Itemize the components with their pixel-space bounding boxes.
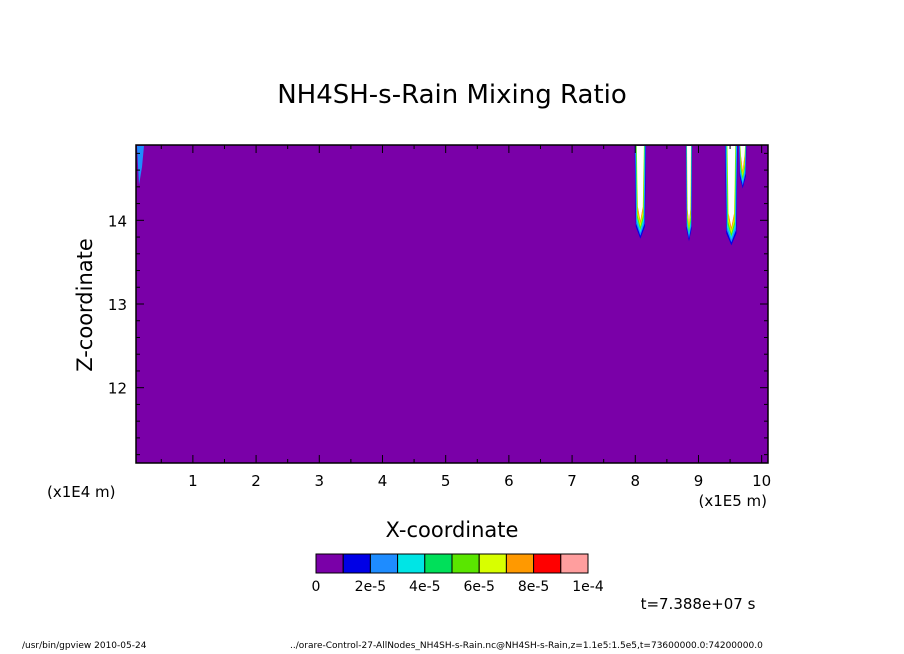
time-label: t=7.388e+07 s <box>641 595 756 613</box>
plume-core <box>636 146 644 221</box>
colorbar-tick-label: 1e-4 <box>572 579 604 595</box>
plume-group <box>137 146 747 246</box>
colorbar <box>315 553 589 574</box>
colorbar-swatch <box>451 553 480 574</box>
x-tick-label: 1 <box>188 472 198 490</box>
y-tick-label: 14 <box>108 212 127 230</box>
y-tick-label: 12 <box>108 380 127 398</box>
colorbar-swatch <box>397 553 426 574</box>
plume-0 <box>634 146 647 239</box>
colorbar-tick-label: 6e-5 <box>463 579 494 595</box>
colorbar-swatch <box>560 553 589 574</box>
colorbar-swatch <box>533 553 562 574</box>
colorbar-swatch <box>505 553 535 574</box>
x-tick-label: 10 <box>752 472 771 490</box>
colorbar-tick-label: 8e-5 <box>518 579 549 595</box>
x-axis-label: X-coordinate <box>386 518 519 542</box>
x-tick-label: 5 <box>441 472 451 490</box>
edge-streak <box>137 146 144 185</box>
plume-1 <box>685 146 693 242</box>
colorbar-tick-label: 4e-5 <box>409 579 440 595</box>
x-tick-label: 6 <box>504 472 514 490</box>
x-scale-label: (x1E5 m) <box>698 492 767 510</box>
colorbar-labels: 0 2e-5 4e-5 6e-5 8e-5 1e-4 <box>312 579 604 595</box>
y-tick-label: 13 <box>108 296 127 314</box>
x-tick-label: 2 <box>251 472 261 490</box>
x-tick-label: 3 <box>315 472 325 490</box>
x-tick-label: 8 <box>631 472 641 490</box>
plume-2 <box>725 146 738 246</box>
y-scale-label: (x1E4 m) <box>47 483 116 501</box>
plume-core <box>687 146 691 224</box>
y-axis-label: Z-coordinate <box>73 238 97 372</box>
colorbar-tick-label: 0 <box>312 579 321 595</box>
y-axis-ticks: 12 13 14 <box>108 152 768 456</box>
plume-3 <box>738 146 747 189</box>
colorbar-swatch <box>315 553 344 574</box>
plot-background <box>136 145 768 463</box>
x-tick-label: 9 <box>694 472 704 490</box>
footer-right: ../orare-Control-27-AllNodes_NH4SH-s-Rai… <box>290 641 763 651</box>
x-tick-label: 7 <box>567 472 577 490</box>
colorbar-swatch <box>369 553 399 574</box>
x-tick-label: 4 <box>378 472 388 490</box>
colorbar-swatch <box>478 553 507 574</box>
x-axis-ticks: 1 2 3 4 5 6 7 8 9 10 <box>160 145 771 490</box>
chart-title: NH4SH-s-Rain Mixing Ratio <box>277 80 627 110</box>
footer-left: /usr/bin/gpview 2010-05-24 <box>22 641 147 651</box>
plume-core <box>727 146 736 228</box>
colorbar-swatch <box>424 553 453 574</box>
plume-core <box>740 146 746 171</box>
colorbar-tick-label: 2e-5 <box>355 579 386 595</box>
colorbar-swatch <box>342 553 371 574</box>
